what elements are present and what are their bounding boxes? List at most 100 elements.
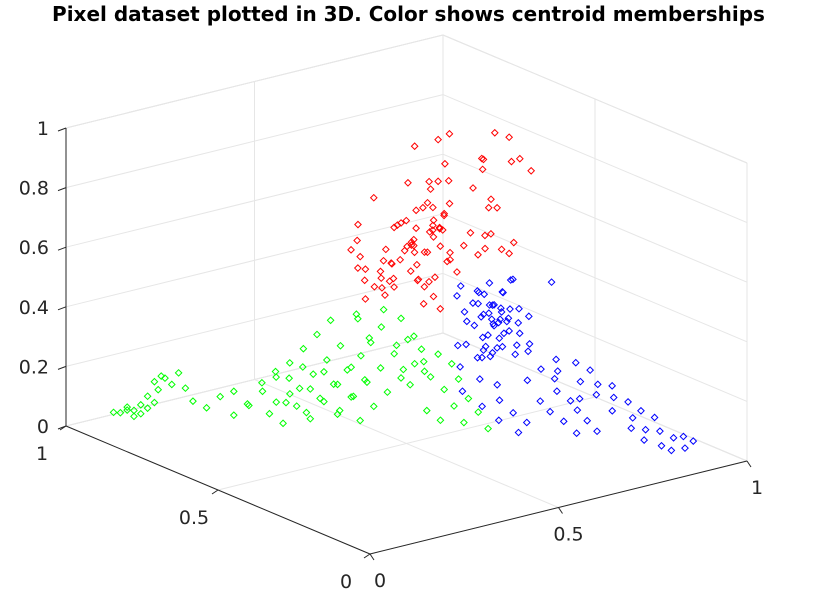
data-point <box>366 338 375 347</box>
data-point <box>285 374 294 383</box>
data-point <box>523 376 532 385</box>
data-point <box>320 367 328 376</box>
data-point <box>356 416 365 425</box>
data-point <box>484 424 493 433</box>
data-point <box>637 406 645 415</box>
data-point <box>475 375 484 383</box>
grid-line <box>442 94 748 224</box>
data-point <box>216 392 225 401</box>
data-point <box>583 416 592 425</box>
data-point <box>441 159 449 168</box>
data-point <box>537 365 545 374</box>
data-point <box>229 411 238 420</box>
data-point <box>336 341 345 350</box>
data-point <box>454 375 463 383</box>
data-point <box>509 275 517 284</box>
data-point <box>468 299 477 307</box>
data-point <box>419 203 427 212</box>
grid-line <box>442 153 748 283</box>
data-point <box>496 315 505 324</box>
data-point <box>593 380 602 389</box>
grid-line <box>65 34 444 129</box>
data-point <box>406 267 415 276</box>
data-point <box>434 177 443 186</box>
x-tick-label: 1 <box>751 477 763 499</box>
data-point <box>592 390 601 399</box>
data-point <box>445 199 454 208</box>
data-point <box>378 283 386 292</box>
data-point <box>628 413 637 422</box>
data-point <box>419 357 428 366</box>
data-point <box>460 307 469 316</box>
y-tick-label: 1 <box>36 443 48 465</box>
data-point <box>383 388 392 397</box>
data-point <box>272 398 281 407</box>
data-point <box>419 299 428 308</box>
data-point <box>229 387 238 396</box>
data-point <box>426 185 435 194</box>
data-point <box>552 355 560 364</box>
data-point <box>429 233 438 241</box>
data-point <box>150 377 159 386</box>
data-point <box>499 288 507 297</box>
data-point <box>477 312 486 321</box>
x-tick-label: 0.5 <box>553 524 583 546</box>
data-point <box>477 154 486 163</box>
data-point <box>641 425 650 434</box>
data-point <box>258 387 267 396</box>
data-point <box>627 424 636 433</box>
data-point <box>420 367 429 376</box>
data-point <box>407 241 416 249</box>
data-point <box>295 384 304 393</box>
data-point <box>123 406 132 414</box>
data-point <box>381 245 390 254</box>
data-point <box>202 403 211 412</box>
data-point <box>484 203 493 212</box>
data-point <box>326 316 335 325</box>
data-point <box>436 304 445 313</box>
data-point <box>640 436 649 444</box>
data-point <box>299 344 308 353</box>
data-point <box>343 366 352 374</box>
data-point <box>426 372 435 381</box>
data-point <box>298 363 307 371</box>
data-point <box>507 157 516 166</box>
x-tick <box>369 553 375 561</box>
grid-line <box>65 153 444 248</box>
data-point <box>302 408 311 417</box>
data-point <box>462 340 470 349</box>
chart-title: Pixel dataset plotted in 3D. Color shows… <box>52 2 765 26</box>
data-point <box>436 242 445 251</box>
data-point <box>406 380 415 389</box>
data-point <box>474 288 483 297</box>
data-point <box>285 358 294 367</box>
data-point <box>667 446 676 455</box>
data-point <box>497 308 506 316</box>
data-point <box>243 400 252 408</box>
data-point <box>650 413 659 422</box>
data-point <box>493 380 502 389</box>
data-point <box>469 184 477 192</box>
tick-labels: 0 0.5 1 0 0.5 1 0 0.2 0.4 0.6 0.8 1 <box>19 118 763 593</box>
data-point <box>413 276 422 285</box>
data-point <box>573 406 582 415</box>
data-point <box>381 291 389 300</box>
data-point <box>279 419 287 428</box>
data-point <box>550 374 559 383</box>
data-point <box>450 402 458 410</box>
data-point <box>353 314 362 323</box>
data-point <box>282 398 290 407</box>
z-tick <box>57 246 67 251</box>
data-point <box>285 389 294 398</box>
data-point <box>488 348 497 357</box>
data-point <box>150 398 159 407</box>
data-point <box>420 282 429 291</box>
data-point <box>481 342 490 351</box>
data-point <box>485 279 494 287</box>
grid-line <box>65 94 444 189</box>
data-point <box>505 327 514 335</box>
data-point <box>422 406 431 415</box>
data-point <box>388 259 396 268</box>
tick-marks <box>57 127 752 561</box>
